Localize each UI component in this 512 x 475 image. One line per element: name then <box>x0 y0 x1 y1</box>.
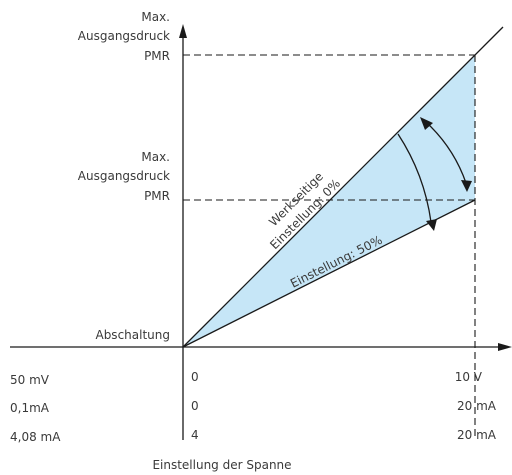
upper-max-label-line1: Max. <box>141 10 170 24</box>
row3-end-value: 20 mA <box>457 428 497 442</box>
row3-start-value: 4 <box>191 428 199 442</box>
middle-max-label-line2: Ausgangsdruck <box>78 169 170 183</box>
x-axis-title: Einstellung der Spanne <box>152 458 291 472</box>
adjustment-arc-arrow-icon <box>420 117 433 130</box>
x-axis-arrow-icon <box>498 343 512 351</box>
row3-left-value: 4,08 mA <box>10 430 61 444</box>
middle-max-label-line3: PMR <box>144 189 170 203</box>
upper-max-label-line3: PMR <box>144 49 170 63</box>
adjusted-setting-line <box>182 199 476 348</box>
adjustment-arc-arrow-icon <box>461 180 472 192</box>
row2-end-value: 20 mA <box>457 399 497 413</box>
y-axis-arrow-icon <box>179 24 187 38</box>
factory-setting-line <box>182 26 504 348</box>
cutoff-label: Abschaltung <box>95 328 170 342</box>
row2-start-value: 0 <box>191 399 199 413</box>
middle-max-label-line1: Max. <box>141 150 170 164</box>
row1-end-value: 10 V <box>455 370 483 384</box>
adjustment-arc <box>426 122 467 184</box>
inner-adjustment-arc <box>397 133 432 223</box>
row1-start-value: 0 <box>191 370 199 384</box>
upper-max-label-line2: Ausgangsdruck <box>78 29 170 43</box>
row2-left-value: 0,1mA <box>10 401 50 415</box>
adjustment-arc-arrow-icon <box>426 219 437 231</box>
row1-left-value: 50 mV <box>10 373 50 387</box>
